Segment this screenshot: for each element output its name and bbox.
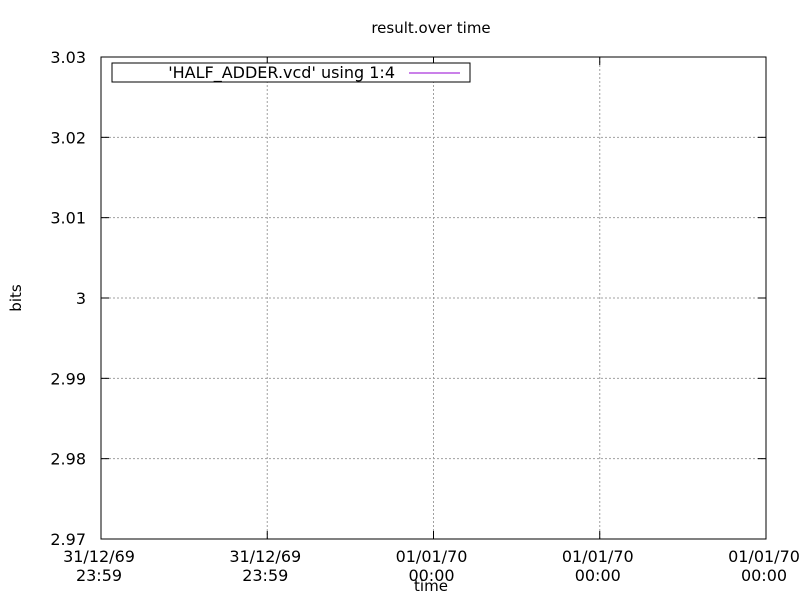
y-tick-label: 2.97 bbox=[50, 530, 86, 549]
chart-title: result.over time bbox=[371, 19, 490, 37]
y-tick-labels: 2.97 2.98 2.99 3 3.01 3.02 3.03 bbox=[50, 48, 86, 549]
x-tick-label: 01/01/70 00:00 bbox=[396, 547, 468, 585]
x-tick-label: 31/12/69 23:59 bbox=[63, 547, 135, 585]
legend: 'HALF_ADDER.vcd' using 1:4 bbox=[111, 62, 471, 83]
legend-entry-label: 'HALF_ADDER.vcd' using 1:4 bbox=[168, 63, 395, 83]
y-tick-label: 2.99 bbox=[50, 369, 86, 388]
x-axis-label: time bbox=[414, 577, 448, 595]
y-tick-label: 3 bbox=[76, 289, 86, 308]
y-axis-label: bits bbox=[7, 284, 25, 312]
x-tick-label: 01/01/70 00:00 bbox=[728, 547, 800, 585]
y-tick-label: 3.03 bbox=[50, 48, 86, 67]
legend-box bbox=[111, 62, 471, 83]
x-tick-label: 01/01/70 00:00 bbox=[562, 547, 634, 585]
y-tick-label: 3.02 bbox=[50, 128, 86, 147]
x-tick-label: 31/12/69 23:59 bbox=[229, 547, 301, 585]
y-tick-label: 2.98 bbox=[50, 450, 86, 469]
x-tick-labels: 31/12/69 23:59 31/12/69 23:59 01/01/70 00:00 0… bbox=[63, 547, 800, 585]
grid bbox=[101, 57, 766, 539]
y-tick-label: 3.01 bbox=[50, 209, 86, 228]
plot-frame bbox=[100, 56, 767, 540]
